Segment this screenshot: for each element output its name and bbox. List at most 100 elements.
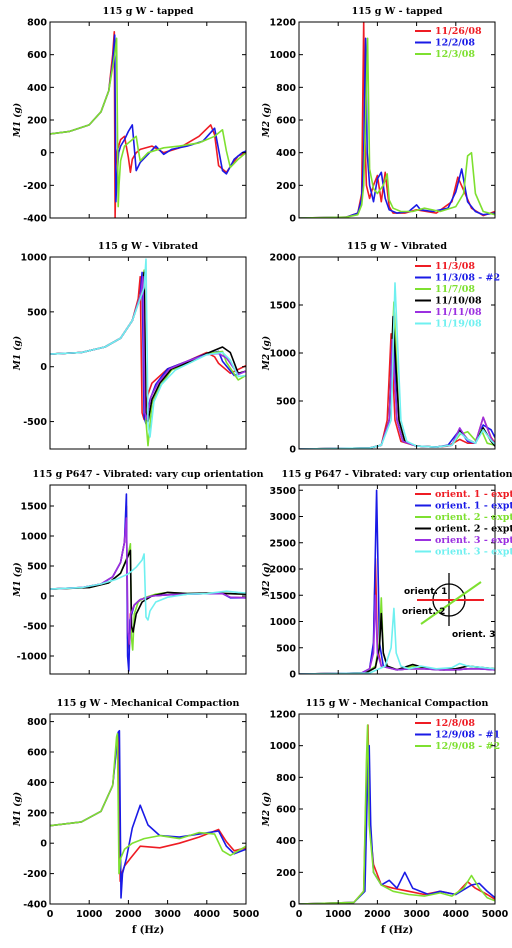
y-tick-label: 1000 — [21, 532, 48, 543]
y-axis-label: M1 (g) — [12, 792, 23, 827]
chart-title: 115 g W - Vibrated — [347, 241, 447, 252]
x-tick-label: 0 — [47, 909, 54, 920]
plot-frame — [298, 484, 496, 675]
legend-label: 11/3/08 - #2 — [435, 273, 500, 284]
series-line-red — [50, 31, 246, 218]
chart-title: 115 g W - tapped — [352, 6, 443, 17]
y-tick-label: 1200 — [270, 18, 297, 29]
plot-frame — [49, 713, 247, 905]
chart-panel-5: 115 g P647 - Vibrated: vary cup orientat… — [12, 469, 264, 675]
orientation-label: orient. 1 — [404, 587, 447, 597]
legend-label: 12/2/08 — [435, 38, 475, 49]
legend-label: 12/9/08 - #1 — [435, 730, 500, 741]
plot-frame — [49, 484, 247, 675]
legend-label: orient. 1 - expt. #1 — [435, 489, 512, 500]
y-tick-label: -200 — [23, 869, 47, 880]
series-line-red — [299, 22, 495, 218]
y-tick-label: 1500 — [270, 591, 297, 602]
series-line-blue — [299, 744, 495, 904]
chart-panel-3: 115 g W - Vibrated -500 0 500 1000 M1 (g) — [12, 241, 247, 450]
x-tick-label: 1000 — [76, 909, 103, 920]
y-axis-label: M1 (g) — [12, 562, 23, 597]
chart-panel-2: 115 g W - tapped 0 200 400 600 800 1000 1200 M2 … — [261, 6, 496, 225]
y-tick-label: 0 — [40, 148, 47, 159]
y-tick-label: 200 — [27, 116, 47, 127]
chart-title: 115 g W - Mechanical Compaction — [57, 698, 240, 709]
series-line-red — [50, 505, 246, 651]
series-line-green — [299, 724, 495, 904]
legend-label: orient. 3 - expt. #2 — [435, 547, 512, 558]
orientation-label: orient. 2 — [402, 607, 445, 617]
y-tick-label: 200 — [276, 181, 296, 192]
series-line-blue — [50, 493, 246, 672]
legend-label: 11/10/08 — [435, 296, 482, 307]
legend-label: orient. 2 - expt. #1 — [435, 512, 512, 523]
y-tick-label: -200 — [23, 181, 47, 192]
y-tick-label: 0 — [40, 362, 47, 373]
legend-label: orient. 3 - expt. #1 — [435, 535, 512, 546]
series-line-cyan — [299, 607, 495, 674]
y-axis-label: M1 (g) — [12, 336, 23, 371]
x-tick-label: 1000 — [325, 909, 352, 920]
y-tick-label: 0 — [40, 839, 47, 850]
y-tick-label: 800 — [276, 773, 296, 784]
chart-panel-7: 115 g W - Mechanical Compaction -400 -200 0… — [12, 698, 260, 920]
legend-label: 12/3/08 — [435, 49, 475, 60]
series-line-green — [50, 37, 246, 208]
chart-panel-6: 115 g P647 - Vibrated: vary cup orientat… — [261, 469, 512, 681]
x-tick-label: 0 — [296, 909, 303, 920]
y-tick-label: 800 — [27, 18, 47, 29]
series-line-cyan — [299, 282, 495, 449]
y-tick-label: 1000 — [270, 617, 297, 628]
legend-label: 12/9/08 - #2 — [435, 741, 500, 752]
plot-frame — [49, 256, 247, 450]
chart-title: 115 g P647 - Vibrated: vary cup orientat… — [282, 469, 512, 480]
y-tick-label: 2500 — [270, 538, 297, 549]
x-tick-label: 3000 — [154, 909, 181, 920]
y-tick-label: 600 — [276, 805, 296, 816]
y-tick-label: 1000 — [21, 253, 48, 264]
legend-label: 11/19/08 — [435, 319, 482, 330]
x-tick-label: 3000 — [403, 909, 430, 920]
series-line-blue — [299, 37, 495, 218]
y-tick-label: 1500 — [270, 301, 297, 312]
series-line-purple — [50, 517, 246, 645]
y-tick-label: -500 — [23, 417, 47, 428]
y-tick-label: 400 — [27, 778, 47, 789]
y-tick-label: 400 — [276, 148, 296, 159]
chart-title: 115 g W - Mechanical Compaction — [306, 698, 489, 709]
x-tick-label: 4000 — [443, 909, 470, 920]
y-tick-label: 3500 — [270, 486, 297, 497]
y-tick-label: 2000 — [270, 253, 297, 264]
legend-label: 11/3/08 — [435, 261, 475, 272]
legend-label: orient. 2 - expt. #2 — [435, 524, 512, 535]
y-tick-label: 400 — [276, 836, 296, 847]
y-tick-label: 200 — [276, 868, 296, 879]
y-tick-label: 500 — [276, 643, 296, 654]
legend-label: 12/8/08 — [435, 718, 475, 729]
legend-label: 11/7/08 — [435, 284, 475, 295]
chart-title: 115 g P647 - Vibrated: vary cup orientat… — [33, 469, 264, 480]
plot-frame — [49, 21, 247, 219]
y-tick-label: 0 — [289, 900, 296, 911]
series-line-cyan — [50, 553, 246, 621]
series-line-red — [50, 733, 246, 882]
series-line-cyan — [50, 258, 246, 438]
x-axis-label: f (Hz) — [132, 925, 164, 936]
series-line-green — [50, 733, 246, 875]
x-tick-label: 2000 — [115, 909, 142, 920]
y-tick-label: 500 — [27, 562, 47, 573]
x-tick-label: 5000 — [482, 909, 509, 920]
y-tick-label: -400 — [23, 214, 47, 225]
orient-2-line — [420, 581, 482, 625]
y-tick-label: 600 — [27, 748, 47, 759]
y-tick-label: 1200 — [270, 710, 297, 721]
y-tick-label: 1500 — [21, 502, 48, 513]
x-tick-label: 2000 — [364, 909, 391, 920]
chart-title: 115 g W - tapped — [103, 6, 194, 17]
y-tick-label: 600 — [27, 50, 47, 61]
y-tick-label: 0 — [289, 670, 296, 681]
chart-panel-4: 115 g W - Vibrated 0 500 1000 1500 2000 M2 (g)… — [261, 241, 500, 456]
y-axis-label: M2 (g) — [261, 562, 272, 597]
chart-panel-1: 115 g W - tapped -400 -200 0 200 400 600 800 M1 … — [12, 6, 247, 225]
